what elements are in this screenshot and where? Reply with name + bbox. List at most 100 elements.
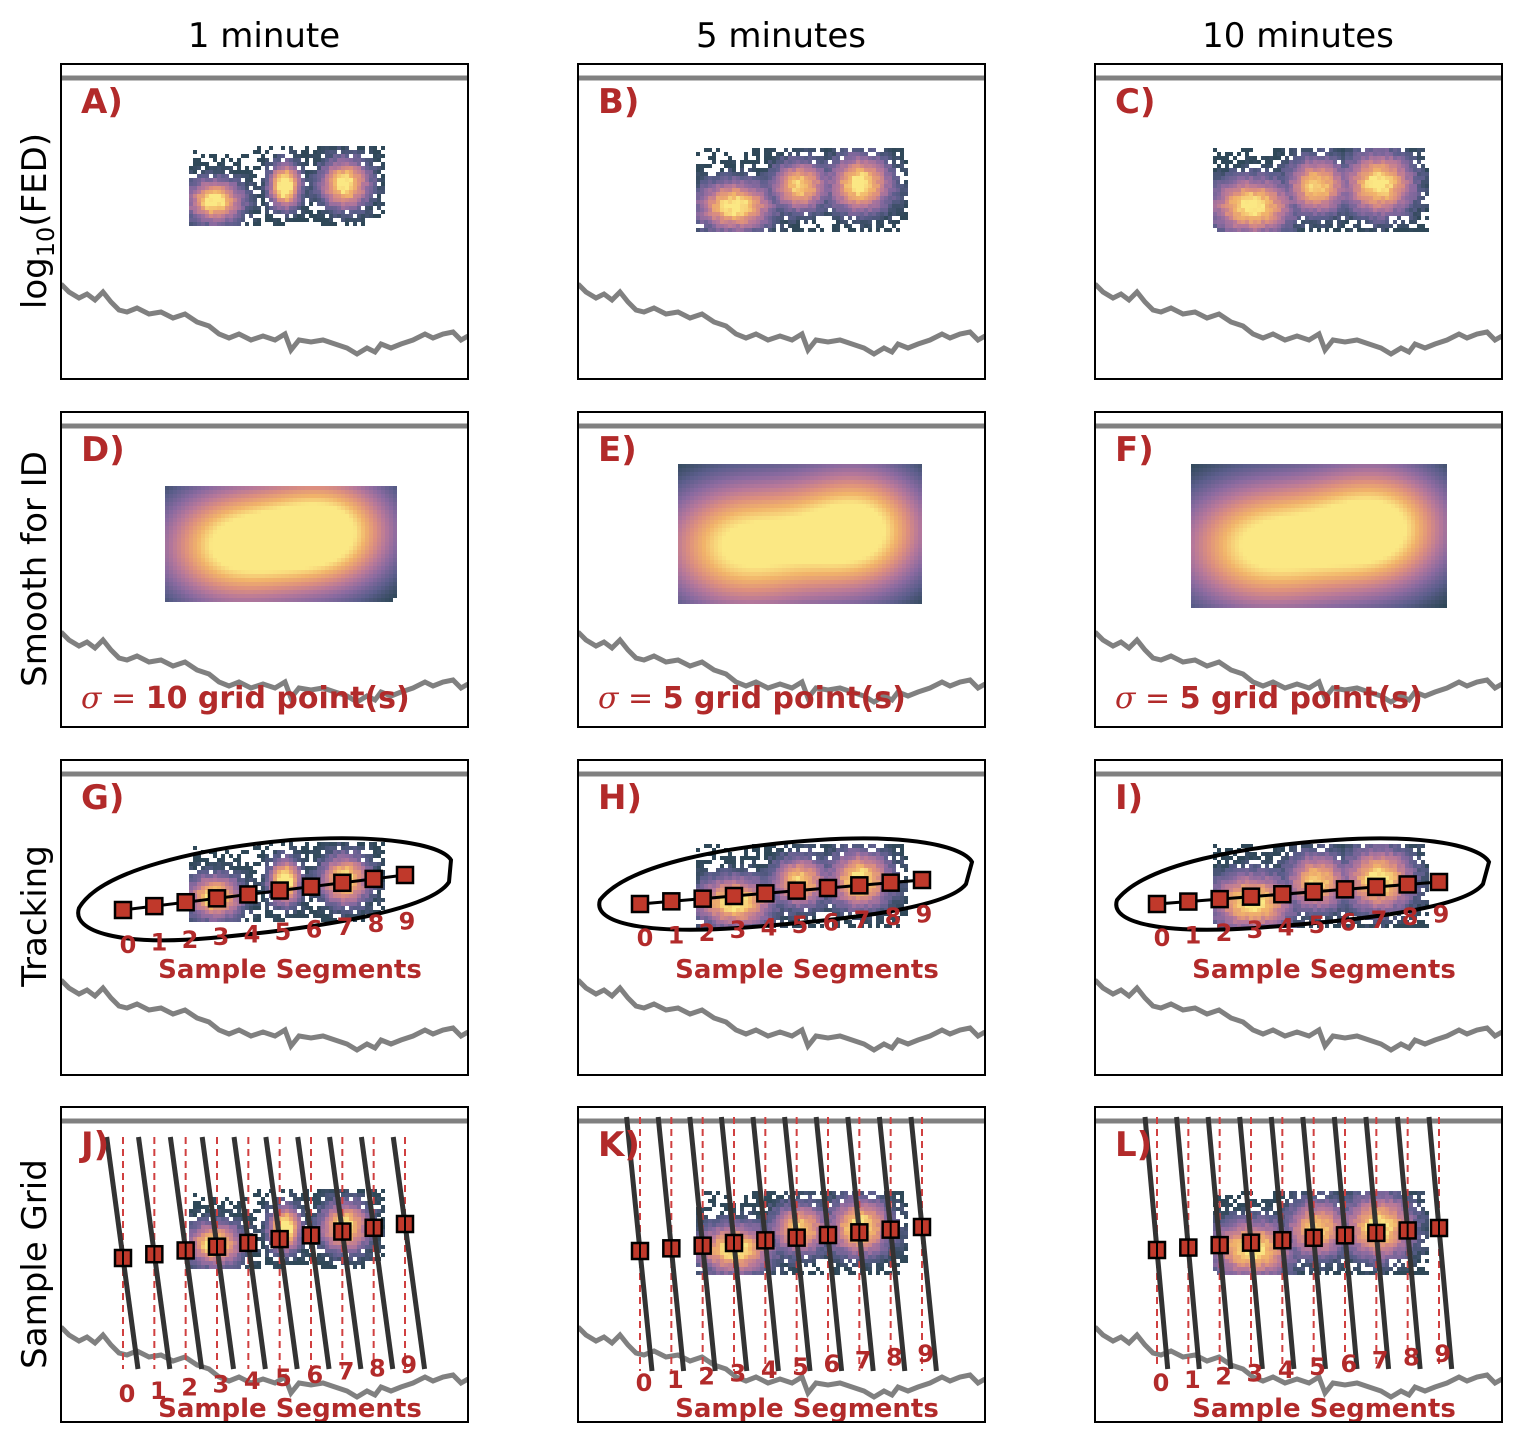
segment-marker xyxy=(1147,894,1167,914)
sigma-text: σ = 10 grid point(s) xyxy=(81,681,410,716)
panel-frame xyxy=(1094,63,1503,380)
segment-number: 7 xyxy=(1372,1347,1389,1375)
coastline xyxy=(1095,282,1502,357)
panel-label: F) xyxy=(1115,430,1154,470)
panel-label: H) xyxy=(598,778,642,818)
segment-number: 4 xyxy=(244,1367,261,1395)
panel-frame xyxy=(1094,411,1503,728)
coastline xyxy=(61,1325,468,1400)
segment-number: 6 xyxy=(823,1350,840,1378)
segment-caption: Sample Segments xyxy=(1192,955,1456,985)
segment-number: 8 xyxy=(885,903,902,931)
segment-caption: Sample Segments xyxy=(158,955,422,985)
segment-number: 6 xyxy=(1340,1350,1357,1378)
panel-b: B) xyxy=(577,63,986,380)
panel-frame xyxy=(577,63,986,380)
segment-number: 2 xyxy=(1216,919,1233,947)
track-line xyxy=(122,873,406,912)
panel-k: 0 1 2 3 4 5 6 7 8 9 Sample Segments K) xyxy=(577,1106,986,1424)
panel-label: L) xyxy=(1115,1125,1152,1165)
segment-marker xyxy=(270,881,289,900)
coastline xyxy=(578,282,985,357)
segment-marker xyxy=(333,873,352,893)
coastline xyxy=(578,1325,985,1400)
panel-l: 0 1 2 3 4 5 6 7 8 9 Sample Segments L) xyxy=(1094,1106,1503,1423)
row-label-fed: log10(FED) xyxy=(15,133,60,309)
segment-number: 4 xyxy=(761,914,778,942)
fed-raster xyxy=(678,464,922,604)
segment-marker xyxy=(1304,882,1323,902)
segment-number: 2 xyxy=(182,926,199,954)
segment-marker xyxy=(912,870,932,890)
panel-d: σ = 10 grid point(s) D) xyxy=(60,411,469,728)
segment-number: 4 xyxy=(1278,1356,1295,1384)
panel-label: G) xyxy=(81,778,124,818)
segment-number: 9 xyxy=(917,1340,934,1368)
row-label-smooth: Smooth for ID xyxy=(15,451,55,687)
segment-number: 0 xyxy=(1154,924,1171,952)
fed-raster xyxy=(1213,148,1429,232)
column-title-3: 10 minutes xyxy=(1202,16,1394,56)
segment-marker xyxy=(662,892,681,911)
segment-number: 8 xyxy=(369,1354,386,1382)
segment-marker xyxy=(850,876,869,895)
segment-marker xyxy=(881,873,900,892)
sample-grid-line xyxy=(390,1136,428,1370)
segment-number: 5 xyxy=(792,1353,809,1381)
sample-grid-line xyxy=(1394,1116,1423,1370)
segment-number: 7 xyxy=(338,1358,355,1386)
segment-number: 1 xyxy=(150,1377,167,1405)
segment-number: 8 xyxy=(1403,1343,1420,1371)
segment-number: 3 xyxy=(730,1359,747,1387)
segment-number: 0 xyxy=(119,1380,136,1408)
segment-marker xyxy=(630,894,650,914)
panel-label: B) xyxy=(598,82,639,122)
segment-marker xyxy=(1335,880,1355,899)
segment-number: 7 xyxy=(855,1347,872,1375)
segment-number: 0 xyxy=(120,931,137,959)
sample-grid-line xyxy=(263,1136,300,1370)
panel-frame xyxy=(577,411,986,728)
fed-raster xyxy=(165,486,397,602)
segment-number: 1 xyxy=(1184,1366,1201,1394)
row-labels: log10(FED) Smooth for ID Tracking Sample… xyxy=(15,133,60,1369)
segment-number: 7 xyxy=(337,913,354,941)
segment-number: 1 xyxy=(151,928,168,956)
segment-number: 2 xyxy=(181,1374,198,1402)
column-title-1: 1 minute xyxy=(188,16,340,56)
row-label-tracking: Tracking xyxy=(15,845,55,988)
fed-raster xyxy=(1191,464,1447,608)
panel-label: I) xyxy=(1115,778,1143,818)
segment-number: 4 xyxy=(244,921,261,949)
panel-frame xyxy=(577,1106,986,1423)
segment-number: 3 xyxy=(730,916,747,944)
panel-label: E) xyxy=(598,430,637,470)
panel-c: C) xyxy=(1094,63,1503,380)
segment-number: 9 xyxy=(916,901,933,929)
segment-number: 0 xyxy=(637,924,654,952)
panel-frame xyxy=(60,1106,469,1423)
panel-label: A) xyxy=(81,82,123,122)
segment-number: 9 xyxy=(1433,901,1450,929)
segment-number: 2 xyxy=(699,919,716,947)
segment-marker xyxy=(176,892,195,912)
segment-number: 4 xyxy=(761,1356,778,1384)
segment-marker xyxy=(1429,872,1449,892)
sample-grid-line xyxy=(845,1116,876,1372)
segment-number: 9 xyxy=(400,1351,417,1379)
row-label-sample-grid: Sample Grid xyxy=(15,1159,55,1369)
column-title-2: 5 minutes xyxy=(696,16,866,56)
segment-number: 8 xyxy=(368,910,385,938)
tracking-ellipse xyxy=(1114,836,1492,932)
panel-f: σ = 5 grid point(s) F) xyxy=(1094,411,1503,728)
panel-a: A) xyxy=(60,63,469,380)
segment-number: 0 xyxy=(636,1369,653,1397)
segment-number: 8 xyxy=(1402,903,1419,931)
panel-frame xyxy=(1094,759,1503,1076)
segment-number: 0 xyxy=(1153,1369,1170,1397)
panel-frame xyxy=(577,759,986,1076)
sample-grid-line xyxy=(1426,1116,1455,1370)
sample-grid-line xyxy=(327,1136,364,1370)
segment-number: 6 xyxy=(1340,908,1357,936)
segment-caption: Sample Segments xyxy=(675,1394,939,1424)
